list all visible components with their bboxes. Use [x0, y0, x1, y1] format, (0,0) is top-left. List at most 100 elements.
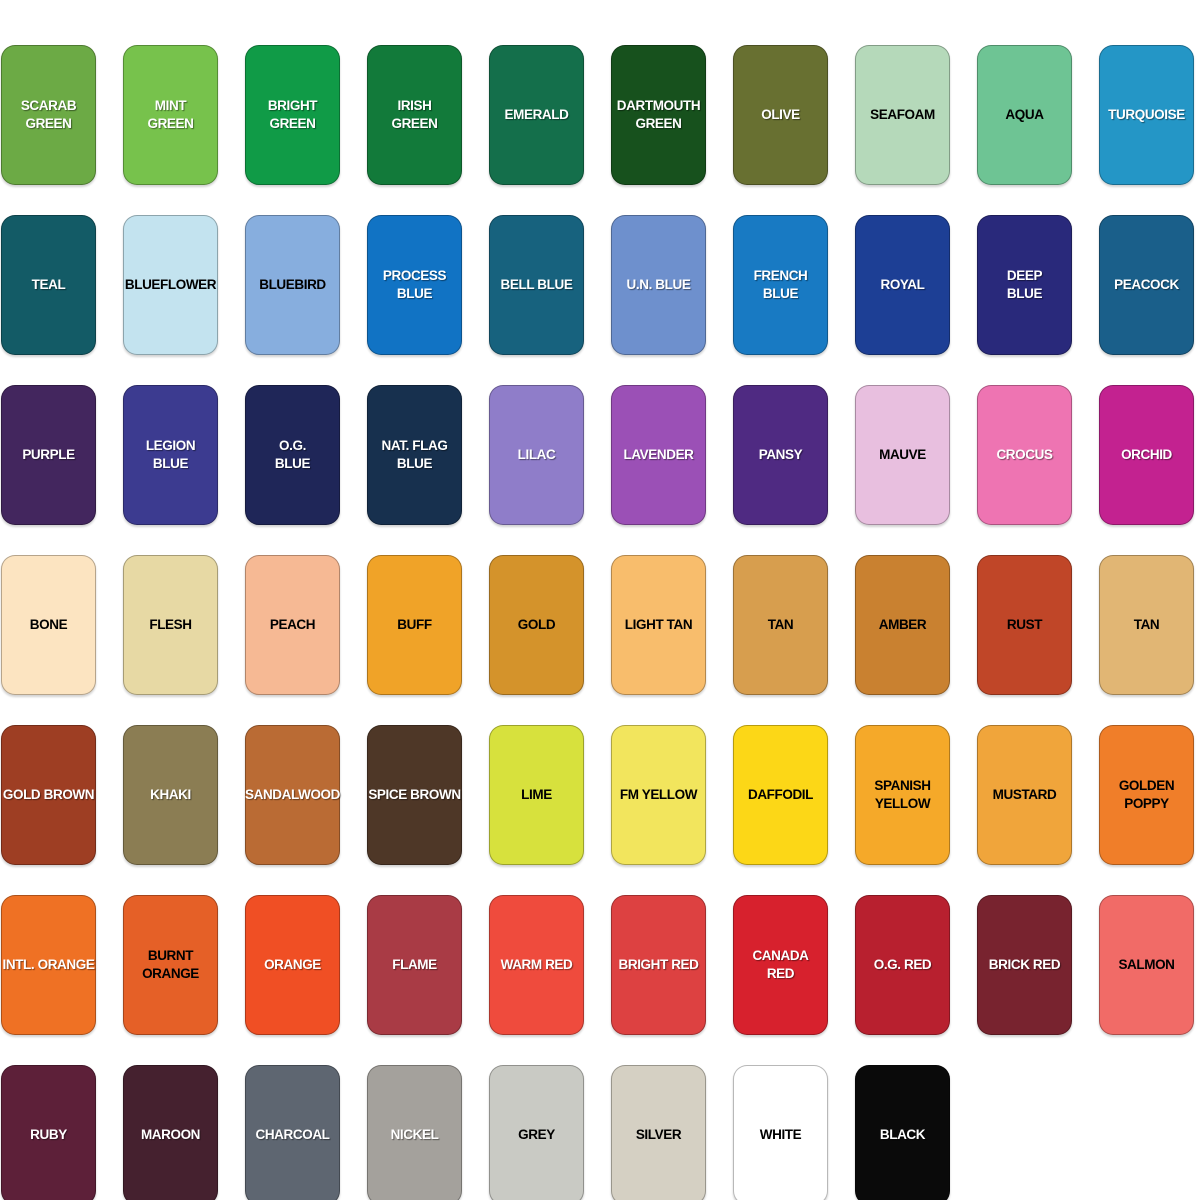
color-swatch: KHAKI	[123, 725, 218, 865]
color-swatch: MAUVE	[855, 385, 950, 525]
swatch-label: GOLD	[517, 617, 556, 633]
swatch-label: GOLD BROWN	[2, 787, 95, 803]
swatch-label: LIME	[521, 787, 552, 803]
color-swatch: MUSTARD	[977, 725, 1072, 865]
color-swatch: GOLD BROWN	[1, 725, 96, 865]
swatch-label: FLAME	[392, 957, 437, 973]
color-swatch: LEGION BLUE	[123, 385, 218, 525]
swatch-label: BRIGHT GREEN	[267, 98, 318, 131]
swatch-label: MAROON	[140, 1127, 201, 1143]
swatch-label: U.N. BLUE	[626, 277, 691, 293]
swatch-label: BELL BLUE	[500, 277, 573, 293]
swatch-label: WARM RED	[500, 957, 573, 973]
swatch-label: DARTMOUTH GREEN	[616, 98, 701, 131]
swatch-label: SILVER	[635, 1127, 682, 1143]
swatch-label: DAFFODIL	[747, 787, 814, 803]
color-swatch: DAFFODIL	[733, 725, 828, 865]
swatch-label: BUFF	[397, 617, 432, 633]
swatch-label: DEEP BLUE	[1006, 268, 1043, 301]
color-swatch: WARM RED	[489, 895, 584, 1035]
swatch-label: GOLDEN POPPY	[1118, 778, 1175, 811]
swatch-label: NAT. FLAG BLUE	[381, 438, 448, 471]
color-swatch: FRENCH BLUE	[733, 215, 828, 355]
swatch-label: SALMON	[1118, 957, 1175, 973]
color-swatch: LIGHT TAN	[611, 555, 706, 695]
color-swatch: TEAL	[1, 215, 96, 355]
swatch-label: BLACK	[879, 1127, 926, 1143]
color-swatch: DEEP BLUE	[977, 215, 1072, 355]
swatch-label: LEGION BLUE	[145, 438, 196, 471]
color-swatch: SPANISH YELLOW	[855, 725, 950, 865]
color-swatch: PEACH	[245, 555, 340, 695]
swatch-label: PROCESS BLUE	[382, 268, 447, 301]
color-swatch: GREY	[489, 1065, 584, 1200]
color-swatch: O.G. BLUE	[245, 385, 340, 525]
color-swatch: BUFF	[367, 555, 462, 695]
color-swatch: ROYAL	[855, 215, 950, 355]
swatch-label: TAN	[767, 617, 794, 633]
swatch-label: FRENCH BLUE	[753, 268, 808, 301]
color-swatch: LILAC	[489, 385, 584, 525]
color-swatch: SANDALWOOD	[245, 725, 340, 865]
color-swatch: PROCESS BLUE	[367, 215, 462, 355]
swatch-label: SPICE BROWN	[368, 787, 461, 803]
color-swatch: U.N. BLUE	[611, 215, 706, 355]
swatch-label: TURQUOISE	[1108, 107, 1185, 123]
swatch-label: SPANISH YELLOW	[874, 778, 931, 811]
color-swatch: CROCUS	[977, 385, 1072, 525]
swatch-label: LAVENDER	[623, 447, 694, 463]
swatch-label: BLUEBIRD	[259, 277, 326, 293]
swatch-label: WHITE	[759, 1127, 802, 1143]
color-swatch: O.G. RED	[855, 895, 950, 1035]
swatch-label: RUBY	[30, 1127, 67, 1143]
swatch-label: INTL. ORANGE	[2, 957, 95, 973]
color-swatch: PEACOCK	[1099, 215, 1194, 355]
swatch-label: CHARCOAL	[255, 1127, 330, 1143]
color-swatch: AQUA	[977, 45, 1072, 185]
color-swatch: MAROON	[123, 1065, 218, 1200]
color-swatch: BRIGHT RED	[611, 895, 706, 1035]
swatch-label: LILAC	[517, 447, 556, 463]
swatch-label: PANSY	[758, 447, 803, 463]
color-swatch: FLAME	[367, 895, 462, 1035]
swatch-label: MINT GREEN	[147, 98, 194, 131]
swatch-label: FLESH	[149, 617, 192, 633]
color-swatch: MINT GREEN	[123, 45, 218, 185]
color-swatch: OLIVE	[733, 45, 828, 185]
color-swatch: SEAFOAM	[855, 45, 950, 185]
color-swatch: INTL. ORANGE	[1, 895, 96, 1035]
color-swatch: SCARAB GREEN	[1, 45, 96, 185]
color-swatch: SILVER	[611, 1065, 706, 1200]
color-swatch: BONE	[1, 555, 96, 695]
color-swatch: SPICE BROWN	[367, 725, 462, 865]
swatch-label: SEAFOAM	[870, 107, 935, 123]
swatch-label: BLUEFLOWER	[124, 277, 217, 293]
swatch-label: PURPLE	[22, 447, 75, 463]
color-swatch: GOLD	[489, 555, 584, 695]
swatch-label: PEACH	[269, 617, 316, 633]
color-swatch: CANADA RED	[733, 895, 828, 1035]
color-swatch: BRICK RED	[977, 895, 1072, 1035]
color-swatch: GOLDEN POPPY	[1099, 725, 1194, 865]
color-swatch: FLESH	[123, 555, 218, 695]
swatch-label: ORCHID	[1121, 447, 1172, 463]
color-swatch: BLACK	[855, 1065, 950, 1200]
swatch-label: SCARAB GREEN	[20, 98, 77, 131]
swatch-label: KHAKI	[150, 787, 191, 803]
color-swatch: TAN	[733, 555, 828, 695]
swatch-label: O.G. RED	[873, 957, 932, 973]
color-swatch: SALMON	[1099, 895, 1194, 1035]
swatch-label: LIGHT TAN	[624, 617, 693, 633]
color-swatch: BRIGHT GREEN	[245, 45, 340, 185]
color-swatch: LAVENDER	[611, 385, 706, 525]
swatch-label: PEACOCK	[1114, 277, 1179, 293]
color-swatch: ORCHID	[1099, 385, 1194, 525]
swatch-label: EMERALD	[504, 107, 569, 123]
color-swatch: PANSY	[733, 385, 828, 525]
color-swatch: IRISH GREEN	[367, 45, 462, 185]
swatch-label: SANDALWOOD	[245, 787, 340, 803]
swatch-label: ROYAL	[880, 277, 925, 293]
color-swatch: RUST	[977, 555, 1072, 695]
